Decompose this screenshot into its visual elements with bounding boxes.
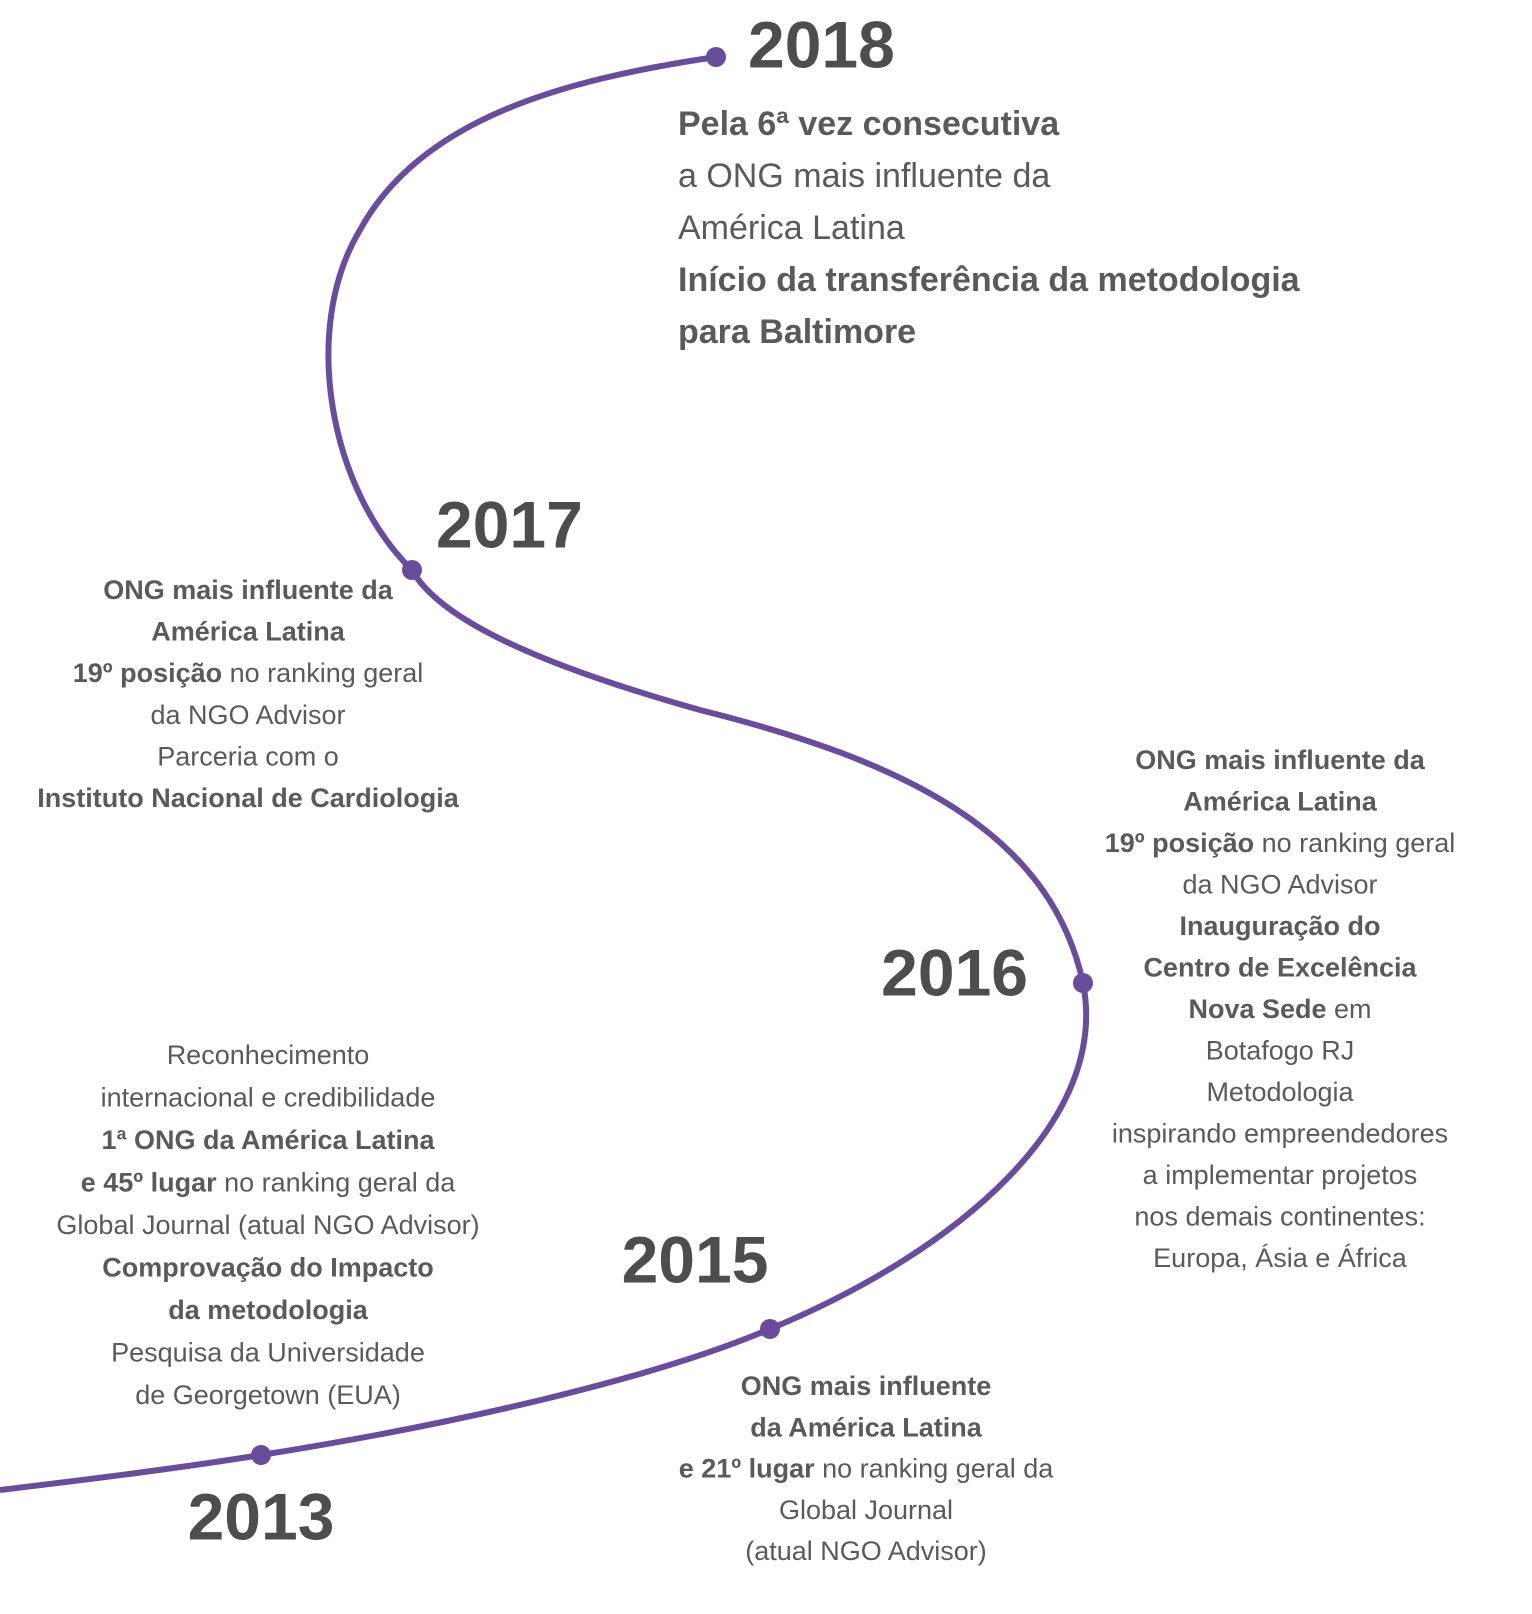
text: Botafogo RJ [1206,1036,1355,1066]
milestone-dot [1073,973,1093,993]
milestone-year: 2017 [436,487,583,561]
text: Global Journal (atual NGO Advisor) [56,1210,479,1240]
text: da NGO Advisor [150,700,345,730]
text: no ranking geral da [815,1454,1055,1484]
timeline-curve [0,54,1090,1493]
milestone-line: ONG mais influente da [1135,745,1426,775]
milestone-line: ONG mais influente [741,1371,992,1401]
text: Global Journal [779,1495,953,1525]
bold-text: Inauguração do [1179,911,1380,941]
text: no ranking geral da [217,1168,457,1198]
bold-text: 1ª ONG da América Latina [101,1125,435,1155]
milestone-line: 19º posição no ranking geral [73,658,424,688]
milestone-line: para Baltimore [678,313,916,351]
milestone-year: 2015 [622,1222,769,1296]
text: inspirando empreendedores [1112,1119,1448,1149]
milestone-line: 19º posição no ranking geral [1105,828,1456,858]
milestone-line: América Latina [1183,787,1378,817]
text: nos demais continentes: [1134,1202,1425,1232]
bold-text: ONG mais influente da [103,575,394,605]
milestone-dot [402,560,422,580]
milestone-dot [760,1319,780,1339]
milestone-line: Metodologia [1206,1077,1354,1107]
bold-text: 19º posição [1105,828,1254,858]
milestone-line: Comprovação do Impacto [102,1253,434,1283]
milestone-line: da NGO Advisor [1182,870,1377,900]
milestone-line: Reconhecimento [167,1040,370,1070]
milestone-year: 2018 [748,7,895,81]
milestone-line: Início da transferência da metodologia [678,261,1301,299]
text: Parceria com o [157,742,339,772]
text: Europa, Ásia e África [1153,1243,1408,1273]
milestone-line: 1ª ONG da América Latina [101,1125,435,1155]
text: a ONG mais influente da [678,157,1050,195]
bold-text: Comprovação do Impacto [102,1253,434,1283]
bold-text: ONG mais influente da [1135,745,1426,775]
milestone-line: internacional e credibilidade [101,1083,436,1113]
milestone-line: da metodologia [168,1295,368,1325]
bold-text: Início da transferência da metodologia [678,261,1301,299]
bold-text: e 21º lugar [679,1454,815,1484]
milestone-line: América Latina [151,617,346,647]
milestone-line: Botafogo RJ [1206,1036,1355,1066]
text: América Latina [678,209,905,247]
milestone-line: Parceria com o [157,742,339,772]
text: no ranking geral [222,658,423,688]
milestone-dot [251,1445,271,1465]
bold-text: 19º posição [73,658,222,688]
text: em [1327,994,1372,1024]
text: Reconhecimento [167,1040,370,1070]
bold-text: Centro de Excelência [1143,953,1417,983]
milestone-year: 2013 [188,1479,335,1553]
text: internacional e credibilidade [101,1083,436,1113]
milestone-line: (atual NGO Advisor) [745,1536,987,1566]
text: a implementar projetos [1143,1160,1418,1190]
milestone-line: Instituto Nacional de Cardiologia [37,783,460,813]
text: no ranking geral [1254,828,1455,858]
milestone-year: 2016 [881,935,1028,1009]
bold-text: Pela 6ª vez consecutiva [678,105,1060,143]
milestone-line: Pela 6ª vez consecutiva [678,105,1060,143]
text: (atual NGO Advisor) [745,1536,987,1566]
milestone-line: Centro de Excelência [1143,953,1417,983]
milestone-line: de Georgetown (EUA) [135,1380,401,1410]
bold-text: da América Latina [750,1412,983,1442]
text: de Georgetown (EUA) [135,1380,401,1410]
text: Pesquisa da Universidade [111,1338,425,1368]
bold-text: para Baltimore [678,313,916,351]
bold-text: Nova Sede [1188,994,1326,1024]
milestone-line: a ONG mais influente da [678,157,1050,195]
bold-text: América Latina [151,617,346,647]
milestone-line: nos demais continentes: [1134,1202,1425,1232]
milestone-line: e 45º lugar no ranking geral da [81,1168,457,1198]
milestone-line: da NGO Advisor [150,700,345,730]
bold-text: e 45º lugar [81,1168,217,1198]
milestone-line: a implementar projetos [1143,1160,1418,1190]
milestone-line: Inauguração do [1179,911,1380,941]
milestone-line: Pesquisa da Universidade [111,1338,425,1368]
bold-text: da metodologia [168,1295,368,1325]
milestone-line: Nova Sede em [1188,994,1371,1024]
milestone-dot [706,47,726,67]
text: Metodologia [1206,1077,1354,1107]
bold-text: ONG mais influente [741,1371,992,1401]
milestone-line: Global Journal [779,1495,953,1525]
milestone-line: ONG mais influente da [103,575,394,605]
bold-text: América Latina [1183,787,1378,817]
milestone-line: Global Journal (atual NGO Advisor) [56,1210,479,1240]
milestone-line: Europa, Ásia e África [1153,1243,1408,1273]
milestone-line: inspirando empreendedores [1112,1119,1448,1149]
milestone-line: América Latina [678,209,905,247]
milestone-line: da América Latina [750,1412,983,1442]
bold-text: Instituto Nacional de Cardiologia [37,783,460,813]
text: da NGO Advisor [1182,870,1377,900]
milestone-line: e 21º lugar no ranking geral da [679,1454,1055,1484]
